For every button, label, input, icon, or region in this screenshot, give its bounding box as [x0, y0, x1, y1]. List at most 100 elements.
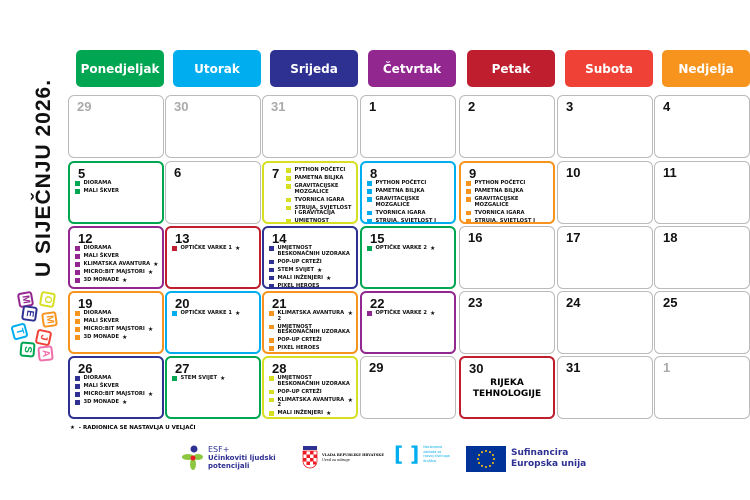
event-item[interactable]: OPTIČKE VARKE 2 ★ [367, 245, 451, 252]
event-item[interactable]: PAMETNA BILJKA [286, 175, 353, 182]
event-item[interactable]: TVORNICA IGARA [286, 197, 353, 204]
day-cell[interactable]: 27 STEM SVIJET ★ [165, 356, 261, 419]
day-cell[interactable]: 1 [360, 95, 456, 158]
event-item[interactable]: PAMETNA BILJKA [466, 188, 550, 195]
event-item[interactable]: OPTIČKE VARKE 2 ★ [367, 310, 451, 317]
event-item[interactable]: MICRO:BIT MAJSTORI ★ [75, 326, 159, 333]
event-item[interactable]: OPTIČKE VARKE 1 ★ [172, 245, 256, 252]
day-cell[interactable]: 30 RIJEKA TEHNOLOGIJE [459, 356, 555, 419]
event-item[interactable]: PYTHON POČETCI [286, 167, 353, 174]
weekday-header-7: Nedjelja [662, 50, 750, 87]
day-cell[interactable]: 19 DIORAMA MALI ŠKVER MICRO:BIT MAJSTORI ★ 3D… [68, 291, 164, 354]
event-item[interactable]: PAMETNA BILJKA [367, 188, 451, 195]
event-item[interactable]: MICRO:BIT MAJSTORI ★ [75, 269, 159, 276]
day-cell[interactable]: 26 DIORAMA MALI ŠKVER MICRO:BIT MAJSTORI ★ 3D… [68, 356, 164, 419]
day-cell[interactable]: 5 DIORAMA MALI ŠKVER [68, 161, 164, 224]
event-item[interactable]: STEM SVIJET ★ [172, 375, 256, 382]
day-cell[interactable]: 24 [557, 291, 653, 354]
event-item[interactable]: POP-UP CRTEŽI [269, 338, 353, 344]
star-icon: ★ [326, 410, 332, 418]
event-item[interactable]: STRUJA, SVJETLOST I GRAVITACIJA [466, 218, 550, 222]
event-label: STEM SVIJET [180, 375, 217, 381]
day-cell[interactable]: 29 [68, 95, 164, 158]
day-cell[interactable]: 2 [459, 95, 555, 158]
event-label: UMJETNOST BESKONAČNIH UZORAKA [294, 218, 329, 224]
event-label: MICRO:BIT MAJSTORI [83, 390, 145, 397]
event-item[interactable]: DIORAMA [75, 245, 159, 252]
day-number: 11 [663, 165, 677, 180]
day-cell[interactable]: 12 DIORAMA MALI ŠKVER KLIMATSKA AVANTURA ★ MI… [68, 226, 164, 289]
event-item[interactable]: STRUJA, SVJETLOST I GRAVITACIJA [286, 204, 353, 217]
event-item[interactable]: UMJETNOST BESKONAČNIH UZORAKA [269, 324, 353, 336]
event-item[interactable]: MALI ŠKVER [75, 383, 159, 390]
event-item[interactable]: DIORAMA [75, 310, 159, 317]
event-list: PYTHON POČETCI PAMETNA BILJKA GRAVITACIJSK… [466, 180, 550, 222]
event-item[interactable]: UMJETNOST BESKONAČNIH UZORAKA [269, 245, 353, 257]
event-item[interactable]: STRUJA, SVJETLOST I GRAVITACIJA [367, 218, 451, 222]
day-cell[interactable]: 10 [557, 161, 653, 224]
event-item[interactable]: TVORNICA IGARA [367, 210, 451, 217]
day-cell[interactable]: 11 [654, 161, 750, 224]
day-cell[interactable]: 31 [557, 356, 653, 419]
day-cell[interactable]: 13 OPTIČKE VARKE 1 ★ [165, 226, 261, 289]
day-cell[interactable]: 4 [654, 95, 750, 158]
day-cell[interactable]: 25 [654, 291, 750, 354]
event-item[interactable]: GRAVITACIJSKE MOZGALICE [367, 196, 451, 208]
day-cell[interactable]: 23 [459, 291, 555, 354]
day-cell[interactable]: 14 UMJETNOST BESKONAČNIH UZORAKA POP-UP CR… [262, 226, 358, 289]
day-cell[interactable]: 21 KLIMATSKA AVANTURA 2 ★ UMJETNOST BESKONA… [262, 291, 358, 354]
day-cell[interactable]: 20 OPTIČKE VARKE 1 ★ [165, 291, 261, 354]
event-item[interactable]: POP-UP CRTEŽI [269, 389, 353, 396]
event-item[interactable]: 3D MONADE ★ [75, 334, 159, 341]
event-color-marker [269, 275, 274, 281]
event-item[interactable]: DIORAMA [75, 180, 159, 187]
legend-note-text: - RADIONICA SE NASTAVLJA U VELJAČI [78, 425, 196, 431]
event-item[interactable]: STEM SVIJET ★ [269, 267, 353, 274]
event-item[interactable]: DIORAMA [75, 375, 159, 382]
event-item[interactable]: MALI ŠKVER [75, 188, 159, 195]
day-cell[interactable]: 28 UMJETNOST BESKONAČNIH UZORAKA POP-UP CR… [262, 356, 358, 419]
day-cell[interactable]: 6 [165, 161, 261, 224]
day-number: 29 [369, 360, 384, 375]
event-item[interactable]: POP-UP CRTEŽI [269, 259, 353, 266]
event-item[interactable]: KLIMATSKA AVANTURA 2 ★ [269, 397, 353, 409]
day-cell[interactable]: 15 OPTIČKE VARKE 2 ★ [360, 226, 456, 289]
event-item[interactable]: OPTIČKE VARKE 1 ★ [172, 310, 256, 317]
day-cell[interactable]: 29 [360, 356, 456, 419]
event-item[interactable]: TVORNICA IGARA [466, 210, 550, 217]
event-item[interactable]: PYTHON POČETCI [466, 180, 550, 187]
event-item[interactable]: GRAVITACIJSKE MOZGALICE [286, 183, 353, 195]
event-item[interactable]: GRAVITACIJSKE MOZGALICE [466, 196, 550, 208]
day-cell[interactable]: 18 [654, 226, 750, 289]
day-cell[interactable]: 30 [165, 95, 261, 158]
day-cell[interactable]: 8 PYTHON POČETCI PAMETNA BILJKA GRAVITACIJS… [360, 161, 456, 224]
event-item[interactable]: MALI ŠKVER [75, 253, 159, 260]
day-cell[interactable]: 17 [557, 226, 653, 289]
event-item[interactable]: 3D MONADE ★ [75, 399, 159, 406]
event-item[interactable]: MICRO:BIT MAJSTORI ★ [75, 390, 159, 398]
event-item[interactable]: UMJETNOST BESKONAČNIH UZORAKA [286, 218, 353, 224]
day-number: 1 [663, 360, 671, 375]
event-item[interactable]: PIXEL HEROES [269, 346, 353, 352]
day-cell[interactable]: 31 [262, 95, 358, 158]
day-cell[interactable]: 22 OPTIČKE VARKE 2 ★ [360, 291, 456, 354]
event-color-marker [286, 197, 291, 203]
event-item[interactable]: 3D MONADE ★ [75, 276, 159, 284]
event-color-marker [75, 400, 80, 405]
event-item[interactable]: PYTHON POČETCI [367, 180, 451, 187]
event-item[interactable]: MALI INŽENJERI ★ [269, 275, 353, 282]
event-color-marker [466, 189, 471, 194]
day-cell[interactable]: 3 [557, 95, 653, 158]
day-cell[interactable]: 16 [459, 226, 555, 289]
event-item[interactable]: KLIMATSKA AVANTURA ★ [75, 261, 159, 268]
event-item[interactable]: UMJETNOST BESKONAČNIH UZORAKA [269, 375, 353, 387]
event-label: 3D MONADE [83, 276, 120, 283]
event-item[interactable]: KLIMATSKA AVANTURA 2 ★ [269, 310, 353, 322]
day-cell[interactable]: 1 [654, 356, 750, 419]
event-item[interactable]: PIXEL HEROES [269, 283, 353, 287]
day-cell[interactable]: 7 PYTHON POČETCI PAMETNA BILJKA GRAVITACIJS… [262, 161, 358, 224]
event-item[interactable]: MALI INŽENJERI ★ [269, 411, 353, 417]
day-cell[interactable]: 9 PYTHON POČETCI PAMETNA BILJKA GRAVITACIJS… [459, 161, 555, 224]
event-label: STRUJA, SVJETLOST I GRAVITACIJA [294, 204, 352, 217]
event-item[interactable]: MALI ŠKVER [75, 318, 159, 325]
